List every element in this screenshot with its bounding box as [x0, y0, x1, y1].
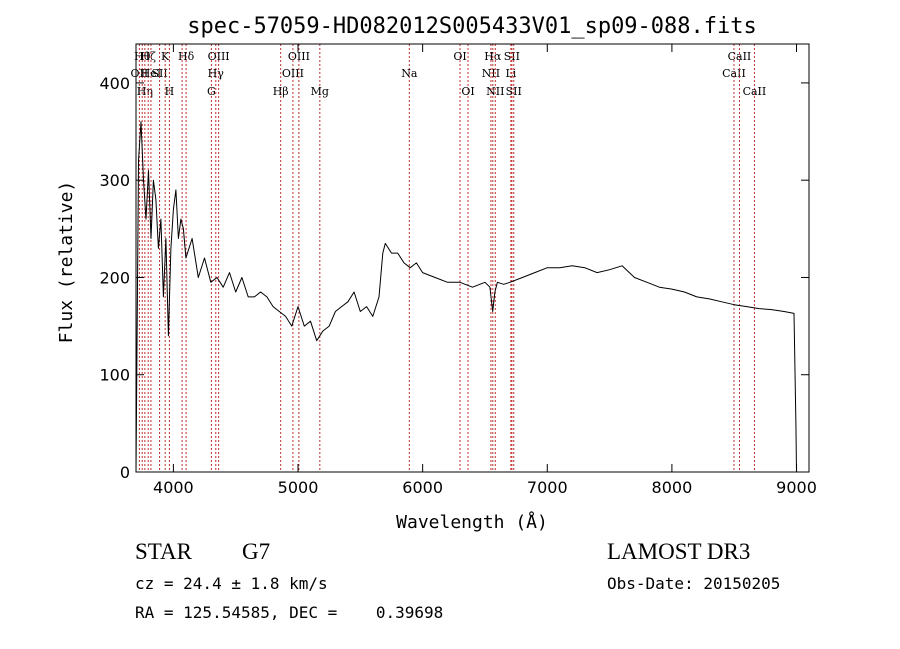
line-marker-label: OII [131, 67, 149, 80]
line-marker-label: CaII [722, 67, 746, 80]
line-marker-label: Hδ [178, 50, 195, 63]
x-axis-label: Wavelength (Å) [396, 511, 548, 533]
y-axis-label: Flux (relative) [56, 181, 77, 344]
line-markers: OIIHθHηHζHeISIIKHHδGHγOIIIHβOIIIOIIIMgNa… [131, 44, 767, 472]
object-class: STAR [135, 539, 192, 564]
line-marker-label: CaII [728, 50, 752, 63]
subclass: G7 [242, 539, 271, 564]
y-tick-label: 100 [99, 366, 130, 385]
spectrum-series-0 [135, 121, 797, 473]
redshift-cz: cz = 24.4 ± 1.8 km/s [135, 574, 328, 593]
line-marker-label: Hθ [134, 50, 151, 63]
line-marker-label: NII [482, 67, 500, 80]
survey-name: LAMOST DR3 [607, 539, 751, 564]
y-axis: 0 100 200 300 400 [99, 74, 809, 482]
obs-date: Obs-Date: 20150205 [607, 574, 781, 593]
line-marker-label: Hα [484, 50, 502, 63]
line-marker-label: HeI [141, 67, 161, 80]
chart-title: spec-57059-HD082012S005433V01_sp09-088.f… [187, 14, 757, 39]
y-tick-label: 0 [120, 463, 130, 482]
line-marker-label: NII [486, 85, 504, 98]
line-marker-label: SII [506, 85, 522, 98]
line-marker-label: Hζ [140, 50, 156, 63]
line-marker-label: Hγ [208, 67, 225, 80]
x-axis: 4000 5000 6000 7000 8000 9000 [153, 44, 817, 497]
line-marker-label: OI [453, 50, 466, 63]
x-tick-label: 7000 [527, 478, 568, 497]
spectrum-line [135, 121, 797, 473]
coordinates: RA = 125.54585, DEC = 0.39698 [135, 603, 444, 622]
x-tick-label: 9000 [776, 478, 817, 497]
line-marker-label: OIII [288, 50, 310, 63]
line-marker-label: Hη [137, 85, 153, 98]
y-tick-label: 400 [99, 74, 130, 93]
x-tick-label: 6000 [402, 478, 443, 497]
line-marker-label: H [165, 85, 175, 98]
line-marker-label: OI [461, 85, 474, 98]
line-marker-label: G [207, 85, 216, 98]
line-marker-label: OIII [208, 50, 230, 63]
line-marker-label: Mg [311, 85, 329, 98]
line-marker-label: CaII [743, 85, 767, 98]
line-marker-label: Na [401, 67, 418, 80]
line-marker-label: SII [151, 67, 167, 80]
line-marker-label: Hβ [273, 85, 289, 98]
line-marker-label: OIII [282, 67, 304, 80]
x-tick-label: 8000 [652, 478, 693, 497]
plot-frame [135, 43, 810, 473]
y-tick-label: 300 [99, 171, 130, 190]
line-marker-label: Li [505, 67, 516, 80]
y-tick-label: 200 [99, 268, 130, 287]
line-marker-label: SII [504, 50, 520, 63]
line-marker-label: K [161, 50, 170, 63]
x-tick-label: 5000 [278, 478, 319, 497]
x-tick-label: 4000 [153, 478, 194, 497]
